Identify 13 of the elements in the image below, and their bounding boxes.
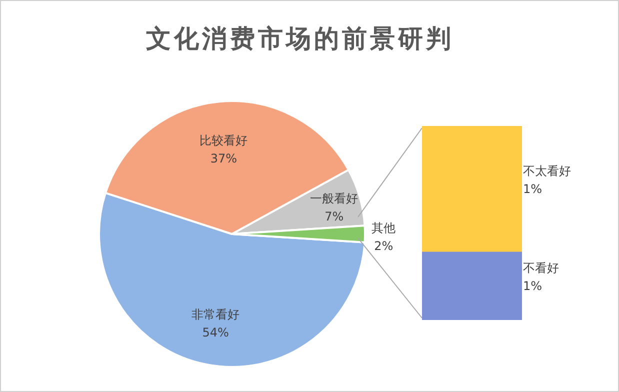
data-label: 2% (374, 239, 394, 254)
slice-label: 比较看好 (200, 134, 248, 148)
chart-title: 文化消费市场的前景研判 (145, 23, 455, 55)
series-label: 不太看好 (523, 164, 571, 178)
data-label: 54% (202, 325, 229, 340)
slice-label: 一般看好 (310, 191, 358, 206)
slice-label: 非常看好 (192, 307, 240, 322)
data-label: 1% (523, 182, 542, 196)
data-label: 1% (523, 279, 542, 294)
slice-label: 其他 (372, 221, 396, 236)
series-label: 不看好 (523, 261, 559, 276)
data-label: 7% (324, 209, 344, 224)
data-label: 37% (210, 152, 238, 166)
